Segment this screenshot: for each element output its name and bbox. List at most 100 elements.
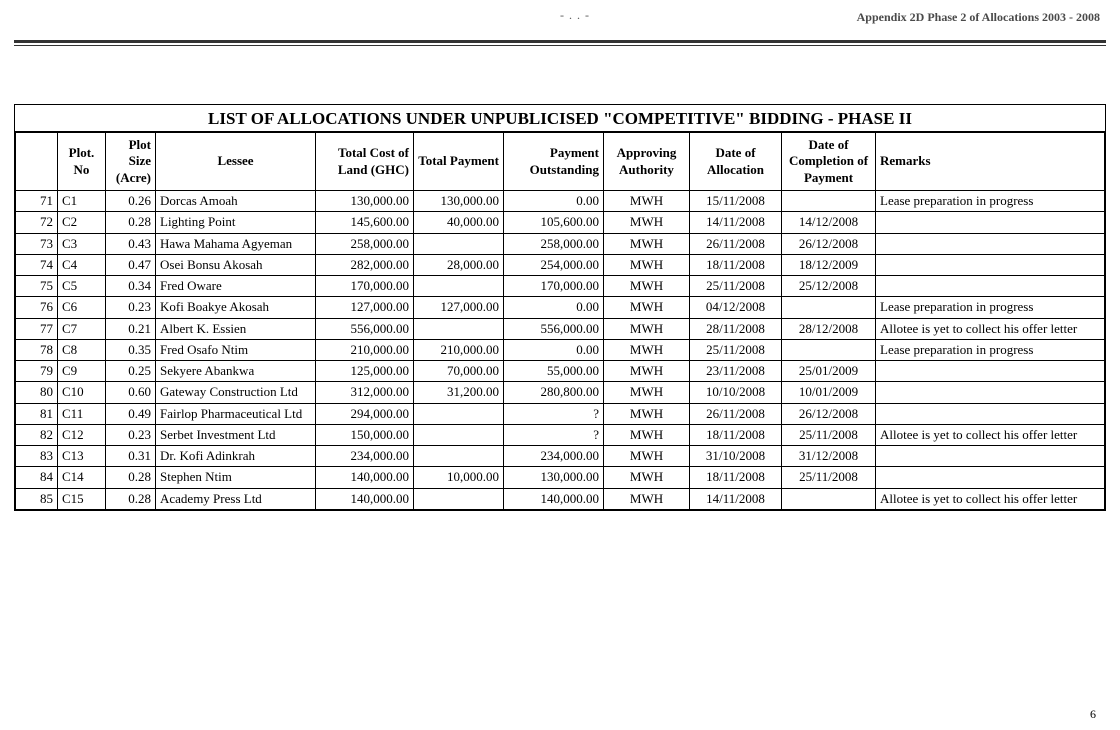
cell-plot: C3 <box>58 233 106 254</box>
cell-out: 280,800.00 <box>504 382 604 403</box>
cell-remarks <box>876 361 1105 382</box>
cell-remarks: Lease preparation in progress <box>876 339 1105 360</box>
cell-lessee: Lighting Point <box>156 212 316 233</box>
cell-auth: MWH <box>604 424 690 445</box>
cell-out: ? <box>504 403 604 424</box>
cell-cost: 125,000.00 <box>316 361 414 382</box>
cell-plot: C13 <box>58 446 106 467</box>
page-number: 6 <box>1090 707 1096 722</box>
table-row: 83C130.31Dr. Kofi Adinkrah234,000.00234,… <box>16 446 1105 467</box>
table-body: 71C10.26Dorcas Amoah130,000.00130,000.00… <box>16 191 1105 510</box>
cell-paid <box>414 403 504 424</box>
cell-plot: C10 <box>58 382 106 403</box>
table-row: 82C120.23Serbet Investment Ltd150,000.00… <box>16 424 1105 445</box>
cell-lessee: Serbet Investment Ltd <box>156 424 316 445</box>
cell-auth: MWH <box>604 446 690 467</box>
table-row: 84C140.28Stephen Ntim140,000.0010,000.00… <box>16 467 1105 488</box>
cell-idx: 77 <box>16 318 58 339</box>
cell-dalloc: 25/11/2008 <box>690 339 782 360</box>
cell-out: ? <box>504 424 604 445</box>
header-rule <box>14 40 1106 46</box>
cell-dcomp <box>782 297 876 318</box>
cell-size: 0.25 <box>106 361 156 382</box>
table-row: 78C80.35Fred Osafo Ntim210,000.00210,000… <box>16 339 1105 360</box>
cell-dcomp: 25/12/2008 <box>782 276 876 297</box>
cell-remarks: Lease preparation in progress <box>876 297 1105 318</box>
cell-cost: 127,000.00 <box>316 297 414 318</box>
col-header-dcomp: Date of Completion of Payment <box>782 133 876 191</box>
cell-out: 258,000.00 <box>504 233 604 254</box>
cell-idx: 71 <box>16 191 58 212</box>
cell-out: 170,000.00 <box>504 276 604 297</box>
table-row: 77C70.21Albert K. Essien556,000.00556,00… <box>16 318 1105 339</box>
col-header-plot: Plot. No <box>58 133 106 191</box>
cell-plot: C11 <box>58 403 106 424</box>
cell-lessee: Albert K. Essien <box>156 318 316 339</box>
cell-out: 0.00 <box>504 191 604 212</box>
cell-size: 0.28 <box>106 488 156 509</box>
cell-dcomp <box>782 191 876 212</box>
cell-idx: 76 <box>16 297 58 318</box>
cell-size: 0.26 <box>106 191 156 212</box>
cell-size: 0.23 <box>106 424 156 445</box>
cell-lessee: Gateway Construction Ltd <box>156 382 316 403</box>
cell-cost: 282,000.00 <box>316 254 414 275</box>
cell-cost: 234,000.00 <box>316 446 414 467</box>
cell-out: 140,000.00 <box>504 488 604 509</box>
cell-paid: 28,000.00 <box>414 254 504 275</box>
table-row: 80C100.60Gateway Construction Ltd312,000… <box>16 382 1105 403</box>
cell-dalloc: 18/11/2008 <box>690 254 782 275</box>
col-header-cost: Total Cost of Land (GHC) <box>316 133 414 191</box>
cell-dcomp <box>782 488 876 509</box>
cell-plot: C14 <box>58 467 106 488</box>
cell-auth: MWH <box>604 254 690 275</box>
cell-dcomp: 14/12/2008 <box>782 212 876 233</box>
cell-cost: 140,000.00 <box>316 467 414 488</box>
cell-auth: MWH <box>604 339 690 360</box>
cell-paid <box>414 233 504 254</box>
cell-lessee: Fred Osafo Ntim <box>156 339 316 360</box>
cell-idx: 74 <box>16 254 58 275</box>
cell-cost: 150,000.00 <box>316 424 414 445</box>
cell-plot: C15 <box>58 488 106 509</box>
cell-dalloc: 25/11/2008 <box>690 276 782 297</box>
cell-remarks: Lease preparation in progress <box>876 191 1105 212</box>
cell-auth: MWH <box>604 212 690 233</box>
cell-cost: 312,000.00 <box>316 382 414 403</box>
cell-remarks <box>876 403 1105 424</box>
cell-plot: C4 <box>58 254 106 275</box>
cell-remarks <box>876 254 1105 275</box>
table-row: 73C30.43Hawa Mahama Agyeman258,000.00258… <box>16 233 1105 254</box>
cell-idx: 72 <box>16 212 58 233</box>
cell-lessee: Fairlop Pharmaceutical Ltd <box>156 403 316 424</box>
cell-paid <box>414 276 504 297</box>
cell-out: 55,000.00 <box>504 361 604 382</box>
cell-idx: 81 <box>16 403 58 424</box>
cell-paid <box>414 446 504 467</box>
cell-remarks: Allotee is yet to collect his offer lett… <box>876 424 1105 445</box>
col-header-paid: Total Payment <box>414 133 504 191</box>
cell-remarks <box>876 467 1105 488</box>
cell-dalloc: 26/11/2008 <box>690 233 782 254</box>
cell-dalloc: 28/11/2008 <box>690 318 782 339</box>
page-header: - . . - Appendix 2D Phase 2 of Allocatio… <box>14 8 1106 36</box>
cell-lessee: Academy Press Ltd <box>156 488 316 509</box>
cell-out: 0.00 <box>504 297 604 318</box>
cell-remarks <box>876 233 1105 254</box>
cell-dcomp <box>782 339 876 360</box>
cell-remarks <box>876 276 1105 297</box>
cell-plot: C1 <box>58 191 106 212</box>
cell-paid: 130,000.00 <box>414 191 504 212</box>
cell-dcomp: 25/11/2008 <box>782 424 876 445</box>
cell-idx: 75 <box>16 276 58 297</box>
table-row: 72C20.28Lighting Point145,600.0040,000.0… <box>16 212 1105 233</box>
cell-idx: 84 <box>16 467 58 488</box>
allocations-table: Plot. No Plot Size (Acre) Lessee Total C… <box>15 132 1105 510</box>
cell-dcomp: 26/12/2008 <box>782 403 876 424</box>
cell-size: 0.21 <box>106 318 156 339</box>
cell-auth: MWH <box>604 488 690 509</box>
cell-lessee: Hawa Mahama Agyeman <box>156 233 316 254</box>
cell-plot: C7 <box>58 318 106 339</box>
table-title: LIST OF ALLOCATIONS UNDER UNPUBLICISED "… <box>15 105 1105 132</box>
col-header-size: Plot Size (Acre) <box>106 133 156 191</box>
